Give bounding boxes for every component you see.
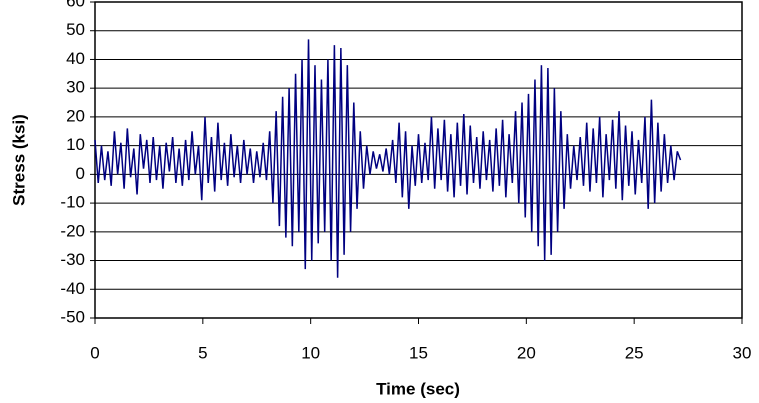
x-tick-label: 25 bbox=[625, 343, 644, 362]
y-tick-label: 50 bbox=[66, 20, 85, 39]
x-tick-label: 10 bbox=[301, 343, 320, 362]
y-tick-label: -20 bbox=[60, 221, 85, 240]
x-tick-label: 30 bbox=[733, 343, 752, 362]
y-tick-label: 0 bbox=[76, 164, 85, 183]
y-axis-label: Stress (ksi) bbox=[9, 114, 28, 206]
y-tick-label: 60 bbox=[66, 0, 85, 10]
y-tick-label: -40 bbox=[60, 279, 85, 298]
x-tick-label: 0 bbox=[90, 343, 99, 362]
y-tick-label: 20 bbox=[66, 106, 85, 125]
y-tick-label: -30 bbox=[60, 250, 85, 269]
y-tick-label: -50 bbox=[60, 307, 85, 326]
y-tick-label: 10 bbox=[66, 135, 85, 154]
y-tick-label: 40 bbox=[66, 49, 85, 68]
x-tick-label: 15 bbox=[409, 343, 428, 362]
x-tick-label: 5 bbox=[198, 343, 207, 362]
line bbox=[94, 39, 682, 278]
x-axis-label: Time (sec) bbox=[376, 379, 460, 398]
x-tick-label: 20 bbox=[517, 343, 536, 362]
y-tick-label: 30 bbox=[66, 78, 85, 97]
y-tick-label: -10 bbox=[60, 193, 85, 212]
plot-frame bbox=[94, 1, 743, 319]
